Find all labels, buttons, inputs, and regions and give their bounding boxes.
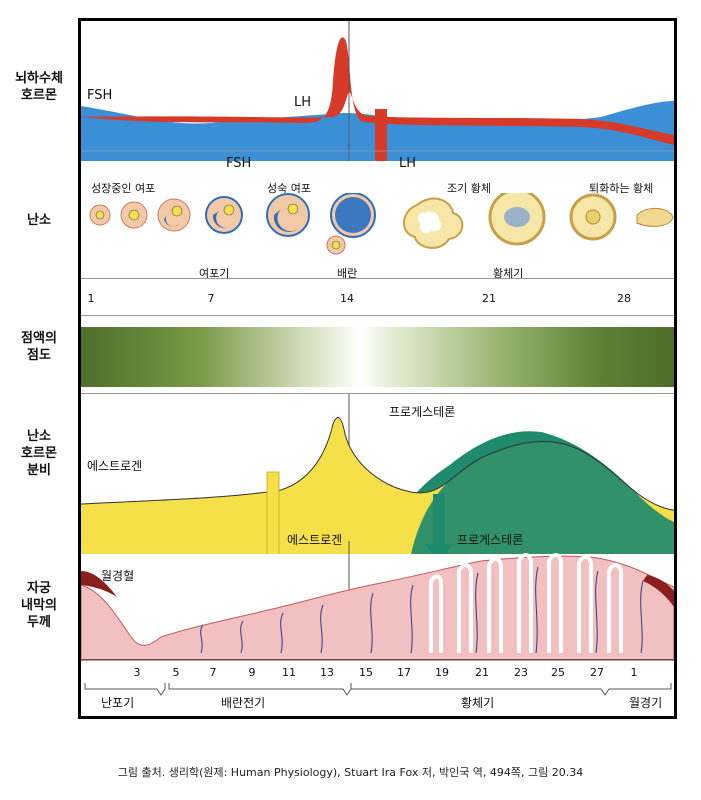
endometrial-glands	[429, 553, 623, 653]
phase-braces	[84, 683, 672, 696]
progesterone-arrow	[425, 494, 453, 554]
endometrium-day-tick: 11	[282, 666, 296, 679]
phase-label-menstrual: 난포기	[101, 696, 135, 710]
ovary-day-tick: 7	[207, 292, 215, 305]
progesterone-overlap	[411, 432, 674, 554]
ovarian-hormone-chart	[81, 394, 674, 554]
endometrium-day-tick: 17	[397, 666, 411, 679]
estrogen-label: 에스트로겐	[87, 459, 143, 473]
menstrual-blood-right	[643, 575, 674, 607]
ovary-follicle-diagram	[89, 193, 674, 255]
mucus-bottom-rule	[81, 393, 674, 394]
luteal-phase-label: 황체기	[493, 267, 524, 280]
row-label-pituitary: 뇌하수체 호르몬	[15, 71, 63, 103]
endometrium-day-tick: 25	[551, 666, 565, 679]
endometrium-day-axis	[81, 659, 674, 660]
endometrium-day-tick: 9	[248, 666, 256, 679]
menstrual-blood-left	[81, 571, 117, 597]
fsh-arrow	[203, 131, 219, 161]
lh-curve-area	[81, 37, 674, 145]
fsh-arrow-label: FSH	[226, 156, 252, 171]
ovary-day-tick: 21	[482, 292, 496, 305]
ovary-day-tick: 1	[87, 292, 95, 305]
endometrium-day-tick: 7	[209, 666, 217, 679]
row-label-ovary: 난소	[27, 213, 51, 228]
endometrium-day-tick: 23	[514, 666, 528, 679]
follicular-phase-label: 여포기	[199, 267, 230, 280]
ovary-bottom-rule	[81, 315, 674, 316]
row-label-ovarian-hormones: 난소 호르몬 분비	[21, 429, 57, 478]
ovulation-label: 배란	[337, 267, 358, 280]
endometrium-day-tick: 21	[475, 666, 489, 679]
ovary-day-tick: 28	[617, 292, 631, 305]
regressing-corpus-luteum-label: 퇴화하는 황체	[589, 182, 654, 195]
endometrium-day-tick: 13	[320, 666, 334, 679]
lh-arrow-label: LH	[399, 156, 417, 171]
fsh-curve-label: FSH	[87, 88, 113, 103]
lh-curve-label: LH	[294, 95, 312, 110]
progesterone-label: 프로게스테론	[389, 405, 456, 419]
row-label-endometrium: 자궁 내막의 두께	[21, 581, 57, 630]
lh-arrow	[375, 109, 387, 161]
ovary-day-axis	[81, 278, 674, 279]
row-label-mucus: 점액의 점도	[21, 331, 57, 363]
early-corpus-luteum-label: 조기 황체	[447, 182, 491, 195]
spiral-arteries	[200, 566, 644, 654]
endometrium-day-tick: 1	[630, 666, 638, 679]
mature-follicle-label: 성숙 여포	[267, 182, 311, 195]
ovary-day-tick: 14	[340, 292, 354, 305]
phase-label-luteal: 황체기	[461, 696, 495, 710]
phase-label-menses: 월경기	[629, 696, 663, 710]
endometrium-day-tick: 3	[133, 666, 141, 679]
endometrium-day-tick: 5	[172, 666, 180, 679]
growing-follicle-label: 성장중인 여포	[91, 182, 156, 195]
pituitary-hormone-chart	[81, 21, 674, 161]
endometrium-day-tick: 15	[359, 666, 373, 679]
figure-frame: FSH LH FSH LH 성장중인 여포 성숙 여포 조기 황체 퇴화하는 황…	[78, 18, 677, 719]
endometrium-tissue	[81, 555, 674, 661]
estrogen-arrow	[266, 471, 280, 554]
progesterone-arrow-label: 프로게스테론	[457, 533, 524, 547]
endometrium-day-tick: 19	[435, 666, 449, 679]
endometrium-day-tick: 27	[590, 666, 604, 679]
phase-label-preovulatory: 배란전기	[221, 696, 266, 710]
mucus-viscosity-gradient	[81, 327, 674, 387]
menstrual-blood-label: 월경혈	[101, 569, 135, 583]
estrogen-arrow-label: 에스트로겐	[287, 533, 343, 547]
endometrium-diagram	[81, 541, 674, 661]
source-caption: 그림 출처. 생리학(원제: Human Physiology), Stuart…	[117, 766, 584, 779]
